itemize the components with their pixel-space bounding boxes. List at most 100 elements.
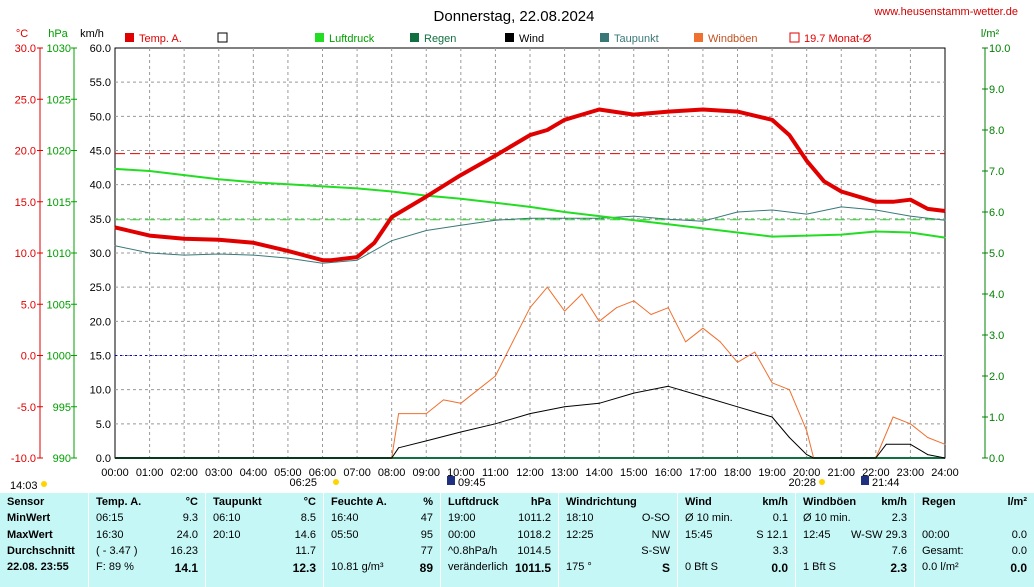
gust-point — [425, 413, 427, 415]
cell-label: 12:45 — [803, 529, 831, 541]
temp-tick-label: 15.0 — [15, 197, 36, 209]
dewpoint-point — [356, 259, 358, 261]
gust-point — [443, 399, 444, 401]
time-tick-label: 06:00 — [309, 467, 337, 479]
cell-value: O-SO — [641, 512, 670, 524]
dewpoint-point — [218, 253, 220, 255]
kmh-axis-unit: km/h — [80, 28, 104, 40]
dewpoint-point — [494, 219, 496, 221]
column-header: Taupunkt — [213, 496, 262, 508]
temperature-point — [927, 208, 929, 210]
temperature-point — [944, 210, 946, 212]
temperature-point — [373, 242, 375, 244]
wind-point — [702, 396, 704, 397]
cell-value: S-SW — [641, 545, 670, 557]
kmh-tick-label: 0.0 — [96, 453, 111, 465]
temperature-point — [252, 242, 254, 244]
sunrise-icon — [333, 479, 339, 485]
temperature-point — [633, 114, 635, 116]
legend-swatch — [410, 33, 419, 42]
wind-point — [391, 457, 393, 459]
stats-table: Sensor MinWert MaxWert Durchschnitt 22.08. 2… — [0, 493, 1034, 587]
pressure-point — [564, 211, 566, 213]
gust-point — [529, 307, 531, 309]
pressure-point — [840, 234, 842, 236]
temperature-point — [149, 235, 151, 237]
temperature-point — [529, 134, 531, 136]
cell-label: 15:45 — [685, 529, 713, 541]
dewpoint-point — [598, 217, 600, 219]
dewpoint-point — [322, 262, 323, 264]
gust-point — [754, 351, 756, 353]
hpa-axis-unit: hPa — [48, 28, 68, 40]
cell-label: 19:00 — [448, 512, 476, 524]
dewpoint-point — [875, 209, 877, 211]
dewpoint-point — [287, 257, 289, 259]
temperature-point — [356, 256, 358, 258]
temperature-point — [771, 119, 773, 121]
rain-tick-label: 3.0 — [989, 330, 1004, 342]
kmh-tick-label: 45.0 — [90, 146, 111, 158]
sun-icon — [41, 481, 47, 487]
cell-value: 1018.2 — [517, 529, 551, 541]
temperature-point — [218, 239, 220, 241]
temp-tick-label: 30.0 — [15, 43, 36, 55]
kmh-tick-label: 5.0 — [96, 419, 111, 431]
cell-label: Ø 10 min. — [803, 512, 851, 524]
gust-point — [460, 402, 462, 404]
temperature-line — [114, 107, 946, 263]
stats-column: Regen l/m² 00:00 0.0 Gesamt: 0.0 0.0 l/m² 0.0 — [914, 493, 1034, 587]
cell-value: 0.0 — [1011, 545, 1027, 557]
legend-label: Luftdruck — [329, 33, 375, 45]
pressure-point — [633, 219, 635, 221]
column-header: Windböen — [803, 496, 857, 508]
wind-point — [885, 443, 887, 445]
gust-point — [927, 437, 929, 438]
wind-point — [460, 431, 462, 433]
time-tick-label: 18:00 — [724, 467, 752, 479]
stats-column: Windrichtung 18:10 O-SO 12:25 NW S-SW 175 ° S — [558, 493, 678, 587]
time-tick-label: 04:00 — [240, 467, 268, 479]
legend-label: Taupunkt — [614, 33, 659, 45]
pressure-point — [598, 215, 600, 217]
cell-value: 89 — [419, 561, 433, 575]
time-tick-label: 23:00 — [897, 467, 925, 479]
kmh-tick-label: 25.0 — [90, 282, 111, 294]
kmh-tick-label: 55.0 — [90, 77, 111, 89]
temperature-point — [840, 191, 842, 192]
website-link[interactable]: www.heusenstamm-wetter.de — [873, 6, 1018, 18]
hpa-tick-label: 1030 — [47, 43, 71, 55]
cell-value: 14.1 — [174, 561, 198, 575]
legend-swatch — [694, 33, 703, 42]
time-tick-label: 13:00 — [551, 467, 579, 479]
temp-tick-label: 5.0 — [21, 299, 36, 311]
column-unit: l/m² — [1007, 496, 1027, 508]
cell-label: 0.0 l/m² — [922, 561, 959, 573]
dewpoint-point — [183, 254, 185, 256]
cell-label: 0 Bft S — [685, 561, 719, 573]
column-unit: °C — [303, 496, 316, 508]
temperature-point — [287, 250, 289, 252]
temperature-point — [667, 111, 669, 113]
wind-point — [633, 392, 635, 394]
column-unit: °C — [185, 496, 198, 508]
sunset-icon — [819, 479, 825, 485]
column-header: Luftdruck — [448, 496, 499, 508]
legend-label: Windböen — [708, 33, 758, 45]
pressure-point — [875, 231, 877, 232]
pressure-point — [494, 202, 496, 204]
hpa-tick-label: 1025 — [47, 94, 71, 106]
temp-tick-label: 0.0 — [21, 351, 36, 363]
cell-label: 16:30 — [96, 529, 124, 541]
time-tick-label: 09:00 — [412, 467, 440, 479]
cell-value: 1011.2 — [518, 512, 551, 524]
cell-label: 16:40 — [331, 512, 359, 524]
pressure-point — [252, 181, 254, 183]
temp-tick-label: -10.0 — [11, 453, 36, 465]
gust-point — [564, 310, 566, 312]
gust-point — [633, 300, 635, 302]
gust-point — [667, 307, 669, 309]
temp-tick-label: -5.0 — [17, 402, 36, 414]
wind-point — [667, 385, 669, 387]
rain-tick-label: 10.0 — [989, 43, 1010, 55]
